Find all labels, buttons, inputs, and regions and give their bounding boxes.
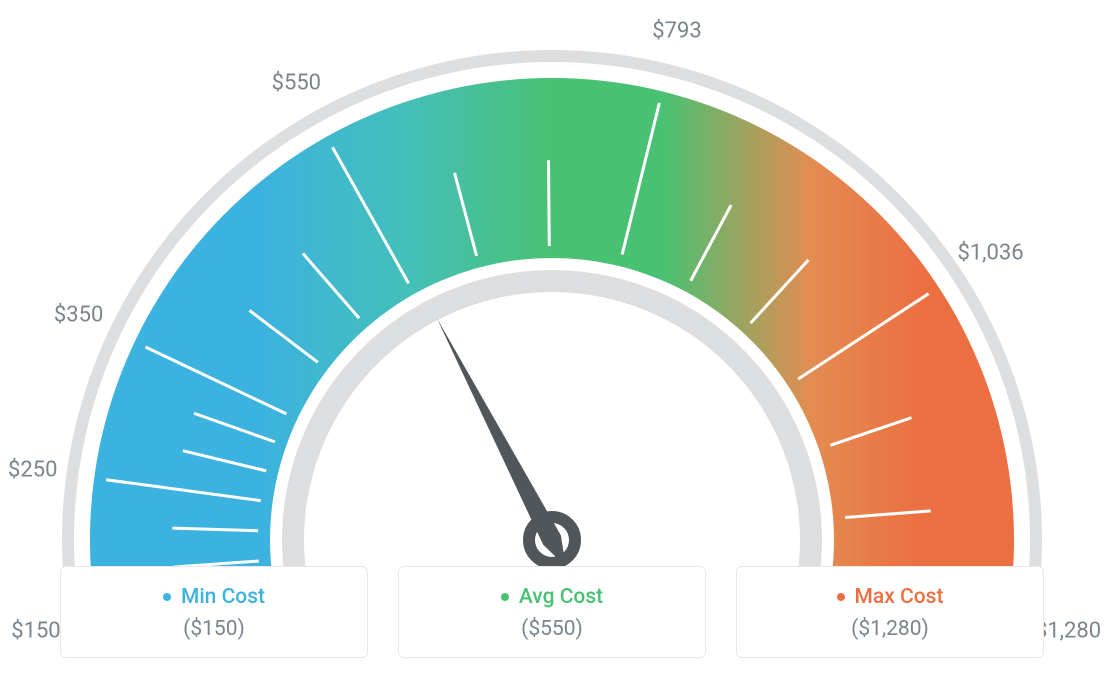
- gauge-tick-label: $1,036: [957, 241, 1023, 266]
- gauge-tick-label: $350: [54, 303, 103, 328]
- legend-card-avg: Avg Cost ($550): [398, 566, 706, 658]
- legend-value-min: ($150): [71, 617, 357, 641]
- legend-name-avg: Avg Cost: [519, 585, 603, 609]
- legend-dot-avg: [501, 593, 509, 601]
- gauge-svg: [0, 30, 1104, 590]
- legend-title-min: Min Cost: [163, 585, 265, 609]
- legend-dot-min: [163, 593, 171, 601]
- legend-card-max: Max Cost ($1,280): [736, 566, 1044, 658]
- gauge-tick-label: $1,280: [1035, 618, 1101, 643]
- legend-title-max: Max Cost: [837, 585, 944, 609]
- legend-dot-max: [837, 593, 845, 601]
- gauge-tick-label: $150: [11, 618, 60, 643]
- legend-row: Min Cost ($150) Avg Cost ($550) Max Cost…: [60, 566, 1044, 658]
- gauge-chart: $150$250$350$550$793$1,036$1,280: [0, 0, 1104, 560]
- legend-value-max: ($1,280): [747, 617, 1033, 641]
- gauge-tick-label: $550: [272, 70, 321, 95]
- gauge-tick-label: $250: [8, 457, 57, 482]
- legend-title-avg: Avg Cost: [501, 585, 603, 609]
- legend-value-avg: ($550): [409, 617, 695, 641]
- gauge-tick-label: $793: [652, 19, 701, 44]
- legend-name-min: Min Cost: [181, 585, 265, 609]
- legend-card-min: Min Cost ($150): [60, 566, 368, 658]
- legend-name-max: Max Cost: [855, 585, 944, 609]
